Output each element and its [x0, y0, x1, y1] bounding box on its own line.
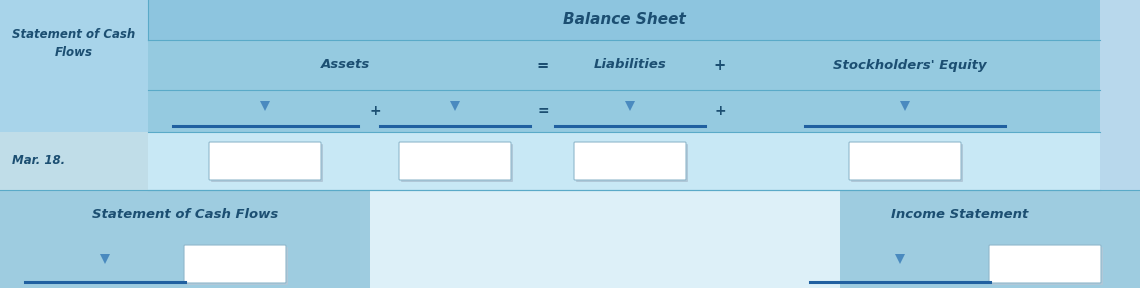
Bar [1100, 0, 1140, 288]
Bar [370, 240, 840, 288]
Text: Liabilities: Liabilities [594, 58, 667, 71]
Text: Flows: Flows [55, 46, 93, 60]
Text: Income Statement: Income Statement [891, 209, 1028, 221]
FancyBboxPatch shape [575, 142, 686, 180]
Text: =: = [537, 58, 549, 73]
Text: Mar. 18.: Mar. 18. [13, 154, 65, 168]
Bar [1100, 132, 1140, 190]
FancyBboxPatch shape [399, 142, 511, 180]
Bar [148, 0, 1100, 40]
Text: Balance Sheet: Balance Sheet [563, 12, 685, 27]
FancyBboxPatch shape [211, 144, 323, 182]
FancyBboxPatch shape [991, 247, 1104, 285]
Bar [840, 240, 1140, 288]
Text: +: + [714, 104, 726, 118]
Text: Statement of Cash Flows: Statement of Cash Flows [92, 209, 278, 221]
FancyBboxPatch shape [850, 144, 963, 182]
Bar [148, 90, 1100, 132]
Bar [0, 132, 1140, 190]
FancyBboxPatch shape [849, 142, 961, 180]
Bar [0, 190, 370, 240]
Text: =: = [537, 104, 548, 118]
Text: Stockholders' Equity: Stockholders' Equity [833, 58, 987, 71]
Bar [0, 240, 370, 288]
Text: Assets: Assets [320, 58, 370, 71]
Bar [370, 190, 840, 240]
FancyBboxPatch shape [209, 142, 321, 180]
Bar [148, 40, 1100, 90]
FancyBboxPatch shape [990, 245, 1101, 283]
FancyBboxPatch shape [186, 247, 288, 285]
FancyBboxPatch shape [401, 144, 513, 182]
FancyBboxPatch shape [576, 144, 689, 182]
FancyBboxPatch shape [184, 245, 286, 283]
Bar [0, 0, 148, 288]
Bar [0, 132, 148, 190]
Bar [840, 190, 1140, 240]
Text: Statement of Cash: Statement of Cash [13, 29, 136, 41]
Text: +: + [714, 58, 726, 73]
Text: +: + [369, 104, 381, 118]
